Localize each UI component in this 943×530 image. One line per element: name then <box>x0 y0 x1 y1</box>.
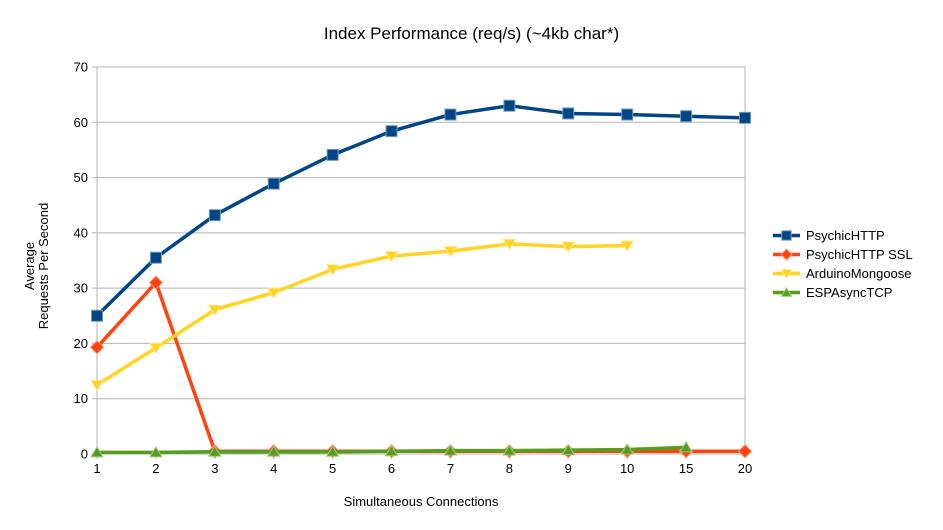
series-marker-espasynctcp <box>207 445 222 457</box>
legend-label-psychichttp: PsychicHTTP <box>806 228 885 243</box>
series-marker-espasynctcp <box>443 444 458 456</box>
series-marker-psychichttp <box>91 309 103 322</box>
y-tick-label: 20 <box>74 336 88 351</box>
legend: PsychicHTTP PsychicHTTP SSL ArduinoMongoos… <box>773 226 913 302</box>
series-marker-psychichttp <box>680 110 693 123</box>
plot-border <box>96 66 746 455</box>
x-axis-title: Simultaneous Connections <box>343 494 499 509</box>
series-marker-espasynctcp <box>620 443 635 455</box>
series-marker-arduinomongoose <box>325 264 340 276</box>
legend-swatch-psychichttp <box>773 230 800 241</box>
legend-marker-arduinomongoose <box>780 269 793 280</box>
series-marker-arduinomongoose <box>384 251 399 263</box>
y-tick-label: 0 <box>81 447 88 462</box>
series-marker-psychichttp <box>621 108 634 121</box>
series-marker-arduinomongoose <box>502 238 517 251</box>
legend-label-arduinomongoose: ArduinoMongoose <box>806 266 912 281</box>
series-marker-espasynctcp <box>149 445 163 458</box>
series-marker-psychichttp <box>385 125 398 138</box>
series-marker-arduinomongoose <box>207 304 222 317</box>
x-tick-label: 3 <box>211 461 218 476</box>
legend-swatch-espasynctcp <box>773 286 800 297</box>
chart-title: Index Performance (req/s) (~4kb char*) <box>323 24 620 43</box>
x-tick-label: 2 <box>152 461 159 476</box>
series-marker-espasynctcp <box>90 445 104 458</box>
series-line-arduinomongoose <box>96 242 628 387</box>
series-marker-arduinomongoose <box>266 287 281 300</box>
legend-swatch-arduinomongoose <box>773 269 800 280</box>
legend-marker-psychichttp <box>781 230 792 241</box>
x-tick-label: 7 <box>447 461 454 476</box>
y-tick-label: 50 <box>74 170 88 185</box>
legend-item-psychichttp: PsychicHTTP <box>773 226 913 245</box>
y-tick-label: 60 <box>74 115 88 130</box>
series-marker-psychichttp <box>503 99 516 112</box>
legend-marker-psychichttp-ssl <box>780 248 793 261</box>
x-tick-label: 20 <box>738 461 752 476</box>
series-marker-psychichttp <box>267 177 280 190</box>
legend-item-espasynctcp: ESPAsyncTCP <box>773 283 913 302</box>
legend-item-arduinomongoose: ArduinoMongoose <box>773 264 913 283</box>
x-tick-label: 6 <box>388 461 395 476</box>
series-marker-psychichttp-ssl <box>148 275 164 290</box>
series-marker-arduinomongoose <box>620 240 635 253</box>
x-tick-label: 15 <box>679 461 693 476</box>
series-line-psychichttp-ssl <box>95 280 745 453</box>
legend-marker-espasynctcp <box>780 286 793 297</box>
x-tick-label: 1 <box>93 461 100 476</box>
series-marker-arduinomongoose <box>443 246 458 258</box>
series-marker-espasynctcp <box>561 443 576 456</box>
series-marker-psychichttp <box>562 107 575 120</box>
y-tick-label: 40 <box>74 225 88 240</box>
x-tick-label: 10 <box>620 461 634 476</box>
series-marker-espasynctcp <box>266 445 281 457</box>
legend-label-espasynctcp: ESPAsyncTCP <box>806 285 893 300</box>
x-tick-label: 8 <box>506 461 513 476</box>
series-marker-arduinomongoose <box>149 342 163 355</box>
series-marker-psychichttp <box>149 251 162 264</box>
series-marker-psychichttp-ssl <box>737 444 753 459</box>
series-marker-psychichttp <box>444 108 457 121</box>
series-marker-espasynctcp <box>325 445 340 457</box>
legend-item-psychichttp-ssl: PsychicHTTP SSL <box>773 245 913 264</box>
x-tick-label: 5 <box>329 461 336 476</box>
series-marker-espasynctcp <box>384 444 399 457</box>
series-line-psychichttp <box>95 103 746 318</box>
y-tick-label: 70 <box>74 60 88 75</box>
x-tick-label: 4 <box>270 461 277 476</box>
series-marker-psychichttp <box>739 111 751 124</box>
legend-label-psychichttp-ssl: PsychicHTTP SSL <box>806 247 913 262</box>
series-marker-arduinomongoose <box>90 379 104 392</box>
legend-swatch-psychichttp-ssl <box>773 248 800 261</box>
y-tick-label: 10 <box>74 391 88 406</box>
series-marker-psychichttp-ssl <box>89 340 105 355</box>
series-marker-arduinomongoose <box>561 241 576 254</box>
series-marker-psychichttp <box>326 148 339 161</box>
x-tick-label: 9 <box>565 461 572 476</box>
y-tick-label: 30 <box>74 281 88 296</box>
series-marker-psychichttp <box>208 209 221 222</box>
series-marker-espasynctcp <box>502 444 517 456</box>
series-marker-espasynctcp <box>679 440 693 453</box>
